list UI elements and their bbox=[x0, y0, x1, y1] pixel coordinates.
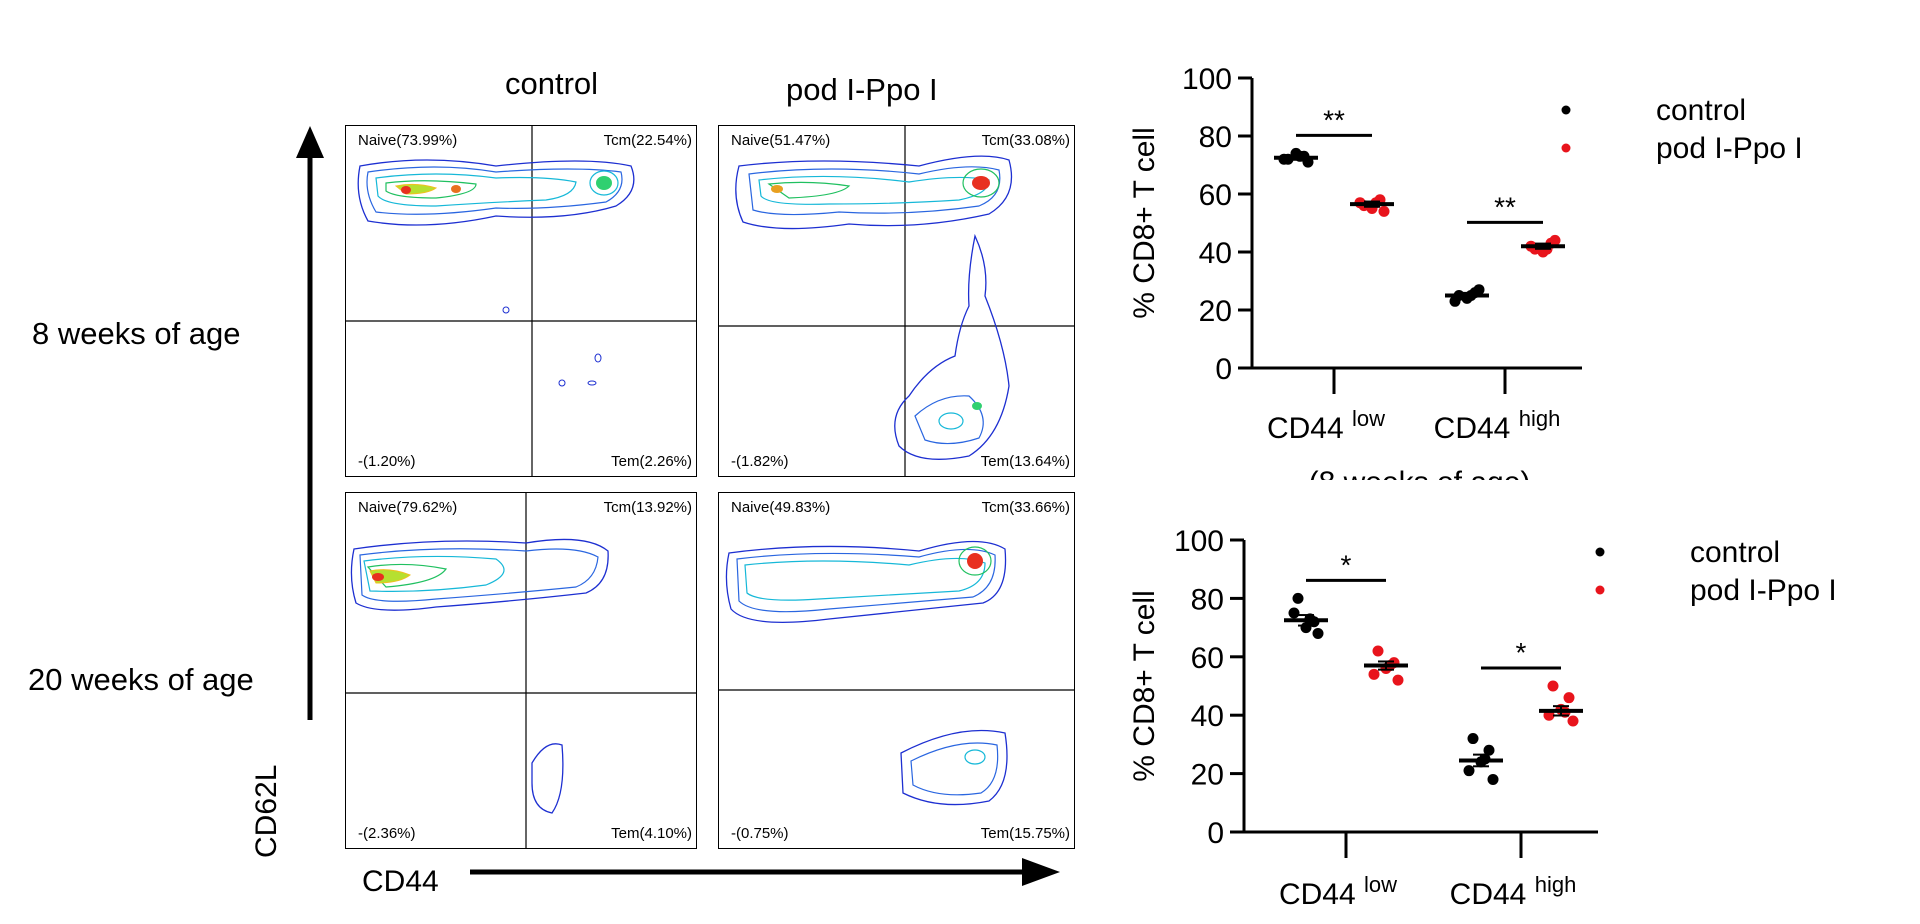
y-axis-label: % CD8+ T cell bbox=[1128, 127, 1161, 318]
contour-plot bbox=[346, 493, 696, 848]
legend-label: control bbox=[1656, 94, 1746, 127]
legend-marker bbox=[1595, 547, 1605, 557]
y-tick-label: 80 bbox=[1191, 583, 1224, 616]
y-tick-label: 100 bbox=[1174, 525, 1224, 558]
data-point bbox=[1378, 205, 1390, 217]
quadrant-naive: Naive(49.83%) bbox=[731, 499, 831, 516]
significance-label: ** bbox=[1494, 191, 1516, 222]
y-axis-label: % CD8+ T cell bbox=[1128, 590, 1161, 781]
col-label-control: control bbox=[505, 66, 599, 101]
legend-marker bbox=[1561, 143, 1571, 153]
data-point bbox=[1392, 674, 1404, 686]
x-axis-title: CD44 bbox=[362, 865, 439, 898]
col-label-pod: pod I-Ppo I bbox=[786, 72, 938, 107]
quadrant-dn: -(1.82%) bbox=[731, 453, 789, 470]
data-point bbox=[1463, 765, 1475, 777]
cd44-arrow bbox=[470, 858, 1060, 886]
data-point bbox=[1368, 668, 1380, 680]
y-tick-label: 40 bbox=[1199, 237, 1232, 270]
legend-marker bbox=[1595, 585, 1605, 595]
data-point bbox=[1549, 234, 1561, 246]
flow-panel-pod-8wk: Naive(51.47%) Tcm(33.08%) -(1.82%) Tem(1… bbox=[718, 125, 1075, 477]
data-point bbox=[1487, 773, 1499, 785]
data-point bbox=[1547, 680, 1559, 692]
quadrant-tem: Tem(2.26%) bbox=[611, 453, 692, 470]
quadrant-dn: -(2.36%) bbox=[358, 825, 416, 842]
quadrant-naive: Naive(51.47%) bbox=[731, 132, 831, 149]
quadrant-tem: Tem(15.75%) bbox=[980, 825, 1070, 842]
row-label-20wk: 20 weeks of age bbox=[28, 662, 254, 697]
contour-plot bbox=[346, 126, 696, 476]
contour-plot bbox=[719, 540, 1074, 806]
y-tick-label: 20 bbox=[1191, 759, 1224, 792]
quadrant-tcm: Tcm(33.66%) bbox=[981, 499, 1070, 516]
x-tick-label: CD44 high bbox=[1450, 872, 1577, 911]
quadrant-dn: -(0.75%) bbox=[731, 825, 789, 842]
y-tick-label: 80 bbox=[1199, 121, 1232, 154]
quadrant-naive: Naive(79.62%) bbox=[358, 499, 458, 516]
x-tick-label: CD44 high bbox=[1434, 406, 1561, 445]
y-axis-title: CD62L bbox=[250, 764, 283, 858]
flow-panel-control-20wk: Naive(79.62%) Tcm(13.92%) -(2.36%) Tem(4… bbox=[345, 492, 697, 849]
data-point bbox=[1449, 295, 1461, 307]
quadrant-tcm: Tcm(13.92%) bbox=[603, 499, 692, 516]
y-tick-label: 60 bbox=[1199, 179, 1232, 212]
y-tick-label: 0 bbox=[1215, 353, 1232, 386]
legend-label: pod I-Ppo I bbox=[1690, 574, 1837, 607]
data-point bbox=[1567, 715, 1579, 727]
y-tick-label: 20 bbox=[1199, 295, 1232, 328]
y-tick-label: 40 bbox=[1191, 700, 1224, 733]
significance-label: ** bbox=[1323, 104, 1345, 135]
data-point bbox=[1312, 627, 1324, 639]
y-tick-label: 60 bbox=[1191, 642, 1224, 675]
significance-label: * bbox=[1341, 549, 1352, 580]
quadrant-tem: Tem(13.64%) bbox=[980, 453, 1070, 470]
flow-panel-pod-20wk: Naive(49.83%) Tcm(33.66%) -(0.75%) Tem(1… bbox=[718, 492, 1075, 849]
data-point bbox=[1288, 607, 1300, 619]
data-point bbox=[1473, 284, 1485, 296]
quadrant-dn: -(1.20%) bbox=[358, 453, 416, 470]
x-tick-label: CD44 low bbox=[1267, 406, 1385, 445]
scatter-chart-8wk: 0 20 40 60 80 100 % CD8+ T cell CD44 low ** CD44 … bbox=[1128, 63, 1803, 480]
quadrant-naive: Naive(73.99%) bbox=[358, 132, 458, 149]
data-point bbox=[1372, 645, 1384, 657]
legend-marker bbox=[1561, 105, 1571, 115]
data-point bbox=[1483, 744, 1495, 756]
scatter-chart-20wk: 0 20 40 60 80 100 % CD8+ T cell CD44 low * CD44 h… bbox=[1128, 525, 1837, 911]
flow-panel-control-8wk: Naive(73.99%) Tcm(22.54%) -(1.20%) Tem(2… bbox=[345, 125, 697, 477]
quadrant-tcm: Tcm(33.08%) bbox=[981, 132, 1070, 149]
data-point bbox=[1467, 733, 1479, 745]
y-tick-label: 100 bbox=[1182, 63, 1232, 96]
quadrant-tcm: Tcm(22.54%) bbox=[603, 132, 692, 149]
legend-label: control bbox=[1690, 536, 1780, 569]
x-tick-label: CD44 low bbox=[1279, 872, 1397, 911]
legend-label: pod I-Ppo I bbox=[1656, 132, 1803, 165]
significance-label: * bbox=[1516, 637, 1527, 668]
contour-plot bbox=[719, 126, 1074, 476]
data-point bbox=[1563, 692, 1575, 704]
y-tick-label: 0 bbox=[1207, 817, 1224, 850]
cd62l-arrow bbox=[296, 126, 324, 720]
x-axis-label: (8 weeks of age) bbox=[1309, 466, 1531, 480]
quadrant-tem: Tem(4.10%) bbox=[611, 825, 692, 842]
row-label-8wk: 8 weeks of age bbox=[32, 316, 241, 351]
data-point bbox=[1292, 592, 1304, 604]
